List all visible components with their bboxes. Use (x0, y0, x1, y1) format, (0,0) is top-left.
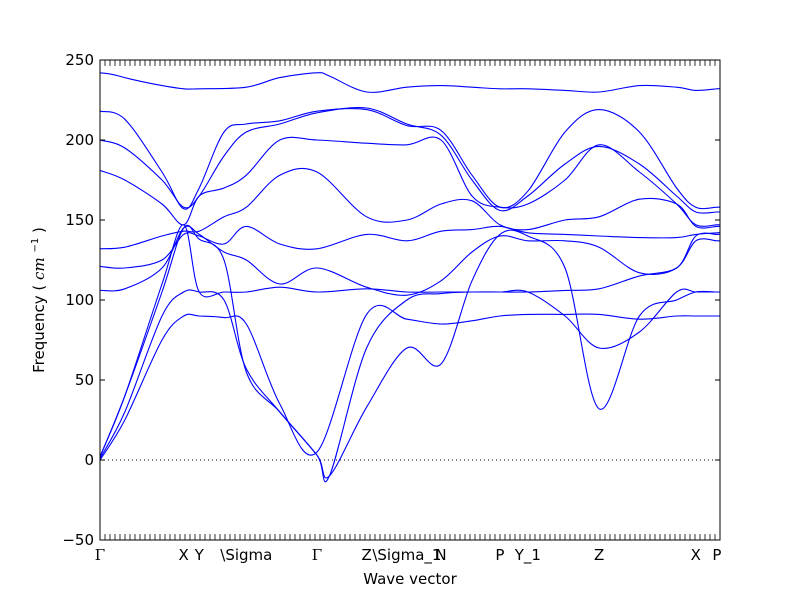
band-2 (100, 108, 720, 210)
y-axis-title-unit: cm (30, 257, 48, 280)
y-axis-title-text: Frequency (30, 295, 48, 373)
high-symmetry-label: Γ (95, 546, 105, 564)
y-tick-label: 0 (84, 451, 94, 469)
high-symmetry-label: \Sigma (220, 546, 272, 564)
band-4 (100, 136, 720, 227)
high-symmetry-label: Y (194, 546, 205, 564)
band-5 (100, 167, 720, 250)
high-symmetry-label: X (691, 546, 701, 564)
high-symmetry-label: P (495, 546, 504, 564)
y-tick-label: 100 (65, 291, 94, 309)
y-tick-label: 150 (65, 211, 94, 229)
y-tick-label: 250 (65, 51, 94, 69)
high-symmetry-label: Z (594, 546, 604, 564)
high-symmetry-label: Γ (312, 546, 322, 564)
high-symmetry-label: N (435, 546, 446, 564)
high-symmetry-label: Z (361, 546, 371, 564)
high-symmetry-label: \Sigma_1 (372, 546, 441, 565)
y-axis-title-paren-close: ) (30, 227, 48, 233)
y-axis-title: Frequency ( cm −1 ) (24, 227, 48, 373)
high-symmetry-label: P (712, 546, 721, 564)
y-tick-label: −50 (62, 531, 94, 549)
y-axis-title-paren-open: ( (30, 285, 48, 291)
high-symmetry-label: X (179, 546, 189, 564)
band-6 (100, 225, 720, 269)
y-axis-title-unit-exp: −1 (30, 238, 41, 253)
band-8 (100, 224, 720, 458)
y-tick-label: 200 (65, 131, 94, 149)
band-9 (100, 224, 720, 483)
band-11 (100, 304, 720, 461)
y-tick-label: 50 (75, 371, 94, 389)
high-symmetry-label: Y_1 (514, 546, 541, 565)
band-3 (100, 107, 720, 214)
band-10 (100, 229, 720, 479)
band-1 (100, 72, 720, 93)
x-axis-title: Wave vector (363, 570, 457, 588)
